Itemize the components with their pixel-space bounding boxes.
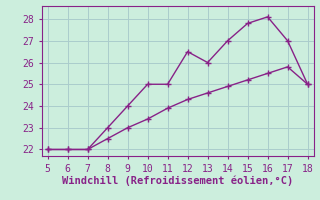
X-axis label: Windchill (Refroidissement éolien,°C): Windchill (Refroidissement éolien,°C): [62, 175, 293, 186]
